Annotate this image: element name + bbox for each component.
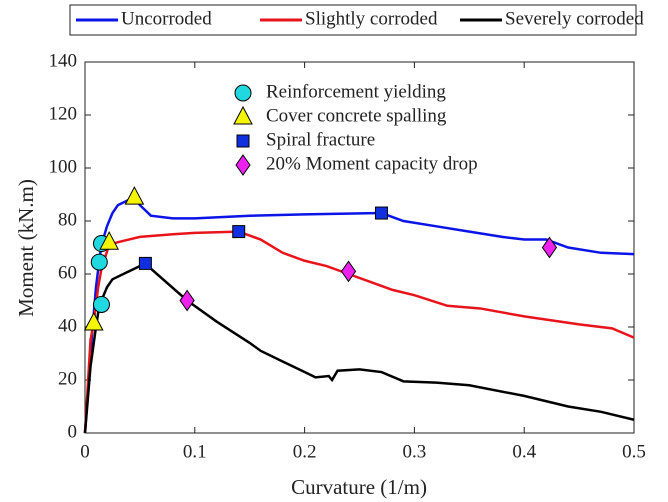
x-tick-label: 0.3 xyxy=(403,441,427,462)
marker xyxy=(233,105,253,125)
marker xyxy=(124,186,145,205)
x-axis-label: Curvature (1/m) xyxy=(291,475,427,499)
legend-label: Spiral fracture xyxy=(266,129,375,150)
y-axis-label: Moment (kN.m) xyxy=(14,179,38,317)
marker xyxy=(235,154,251,176)
legend-label: 20% Moment capacity drop xyxy=(266,153,478,174)
marker xyxy=(236,134,250,148)
legend-label: Slightly corroded xyxy=(305,8,438,29)
legend-label: Reinforcement yielding xyxy=(266,81,446,102)
marker xyxy=(90,253,108,271)
x-tick-label: 0.1 xyxy=(183,441,207,462)
x-tick-label: 0.2 xyxy=(293,441,317,462)
plot-area xyxy=(84,61,635,434)
x-tick-label: 0 xyxy=(80,441,90,462)
line-series xyxy=(83,261,635,434)
line-series xyxy=(83,195,635,434)
legend-label: Uncorroded xyxy=(121,8,212,29)
marker xyxy=(234,84,252,102)
marker xyxy=(541,236,558,259)
marker xyxy=(340,260,357,283)
marker xyxy=(138,256,152,270)
y-tick-label: 140 xyxy=(49,50,78,71)
y-tick-label: 0 xyxy=(68,421,78,442)
y-tick-label: 120 xyxy=(49,103,78,124)
x-tick-label: 0.5 xyxy=(622,441,646,462)
legend-box xyxy=(69,4,637,36)
y-tick-label: 100 xyxy=(49,156,78,177)
legend-label: Severely corroded xyxy=(505,8,644,29)
y-tick-label: 60 xyxy=(58,262,77,283)
marker xyxy=(232,225,246,239)
y-tick-label: 20 xyxy=(58,368,77,389)
marker xyxy=(179,289,195,312)
y-tick-label: 40 xyxy=(58,315,77,336)
legend-label: Cover concrete spalling xyxy=(266,105,447,126)
marker xyxy=(92,295,110,313)
marker xyxy=(99,231,119,250)
x-tick-label: 0.4 xyxy=(512,441,536,462)
marker xyxy=(374,206,388,220)
y-tick-label: 80 xyxy=(58,209,77,230)
marker xyxy=(83,311,104,331)
